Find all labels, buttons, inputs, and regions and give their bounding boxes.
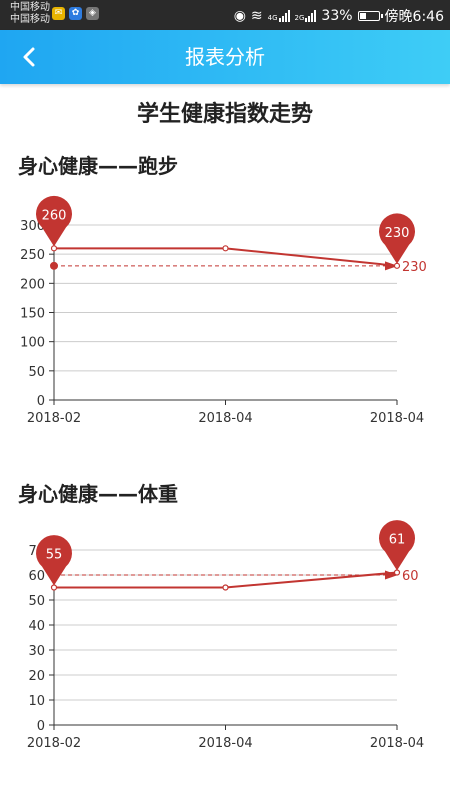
x-tick-label: 2018-04 [198,411,252,426]
battery-icon [357,11,383,21]
eye-icon: ◉ [233,8,246,24]
y-tick-label: 40 [28,619,45,634]
min-pin-label: 55 [46,548,63,563]
carrier-info: 中国移动 中国移动 [10,2,50,26]
max-pin-label: 61 [389,533,406,548]
page-title: 学生健康指数走势 [136,102,313,127]
carrier-2-label: 中国移动 [10,14,50,25]
clock: 傍晚6:46 [384,9,444,25]
battery-percent: 33% [321,8,353,24]
y-tick-label: 50 [28,365,45,380]
y-tick-label: 0 [37,394,45,409]
y-tick-label: 30 [28,644,45,659]
carrier-1-label: 中国移动 [10,2,50,13]
max-pin-label: 260 [42,208,67,223]
x-tick-label: 2018-02 [27,736,81,751]
notification-icons: ✉ ✿ ◈ [52,7,99,20]
wifi-icon: ≋ [250,8,263,24]
signal-1: 4G [268,10,290,22]
network-type-2: 2G [294,14,305,22]
y-tick-label: 100 [20,336,45,351]
y-tick-label: 60 [28,569,45,584]
status-bar: 中国移动 中国移动 ✉ ✿ ◈ ◉ ≋ 4G 2G 33% 傍晚6:46 [0,0,450,30]
y-tick-label: 0 [37,719,45,734]
signal-2: 2G [295,10,317,22]
mark-line-label: 60 [402,569,419,584]
y-tick-label: 150 [20,307,45,322]
data-point [50,245,58,252]
data-point [393,262,401,269]
signal-bars-icon [278,10,290,22]
mark-line-label: 230 [402,260,427,275]
y-tick-label: 200 [20,277,45,292]
status-indicators: ◉ ≋ 4G 2G 33% 傍晚6:46 [234,6,444,26]
battery-fill [359,13,366,19]
y-tick-label: 10 [28,694,45,709]
min-pin-marker [36,535,72,586]
mark-line-start-dot [50,261,58,270]
data-point [222,245,229,252]
weight-line-chart: 0102030405060702018-022018-042018-046061… [27,520,424,751]
chart-1-title: 身心健康——跑步 [18,154,178,178]
x-tick-label: 2018-04 [370,736,424,751]
data-point [222,584,229,591]
header-title: 报表分析 [185,45,265,69]
data-point [393,569,401,576]
back-arrow-icon[interactable] [14,42,44,72]
chart-2-title: 身心健康——体重 [18,482,178,506]
network-type-1: 4G [267,14,278,22]
signal-bars-icon [305,10,317,22]
max-pin-marker [36,195,72,247]
x-tick-label: 2018-04 [198,736,252,751]
message-app-icon: ✉ [52,7,65,20]
x-tick-label: 2018-02 [27,411,81,426]
min-pin-label: 230 [385,226,410,241]
app-header: 报表分析 [0,30,450,84]
baidu-app-icon: ✿ [69,7,82,20]
max-pin-marker [379,520,416,571]
y-tick-label: 20 [28,669,45,684]
data-point [50,584,58,591]
min-pin-marker [379,213,416,264]
x-tick-label: 2018-04 [370,411,424,426]
y-tick-label: 250 [20,248,45,263]
shield-app-icon: ◈ [86,7,99,20]
y-tick-label: 50 [28,594,45,609]
